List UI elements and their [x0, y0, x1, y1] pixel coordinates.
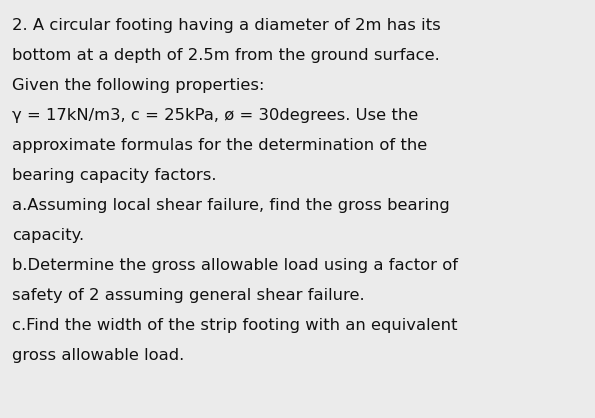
Text: 2. A circular footing having a diameter of 2m has its: 2. A circular footing having a diameter … [12, 18, 441, 33]
Text: Given the following properties:: Given the following properties: [12, 78, 264, 93]
Text: γ = 17kN/m3, c = 25kPa, ø = 30degrees. Use the: γ = 17kN/m3, c = 25kPa, ø = 30degrees. U… [12, 108, 418, 123]
Text: c.Find the width of the strip footing with an equivalent: c.Find the width of the strip footing wi… [12, 318, 458, 333]
Text: bearing capacity factors.: bearing capacity factors. [12, 168, 217, 183]
Text: gross allowable load.: gross allowable load. [12, 348, 184, 363]
Text: capacity.: capacity. [12, 228, 84, 243]
Text: approximate formulas for the determination of the: approximate formulas for the determinati… [12, 138, 427, 153]
Text: a.Assuming local shear failure, find the gross bearing: a.Assuming local shear failure, find the… [12, 198, 450, 213]
Text: safety of 2 assuming general shear failure.: safety of 2 assuming general shear failu… [12, 288, 365, 303]
Text: bottom at a depth of 2.5m from the ground surface.: bottom at a depth of 2.5m from the groun… [12, 48, 440, 63]
Text: b.Determine the gross allowable load using a factor of: b.Determine the gross allowable load usi… [12, 258, 458, 273]
